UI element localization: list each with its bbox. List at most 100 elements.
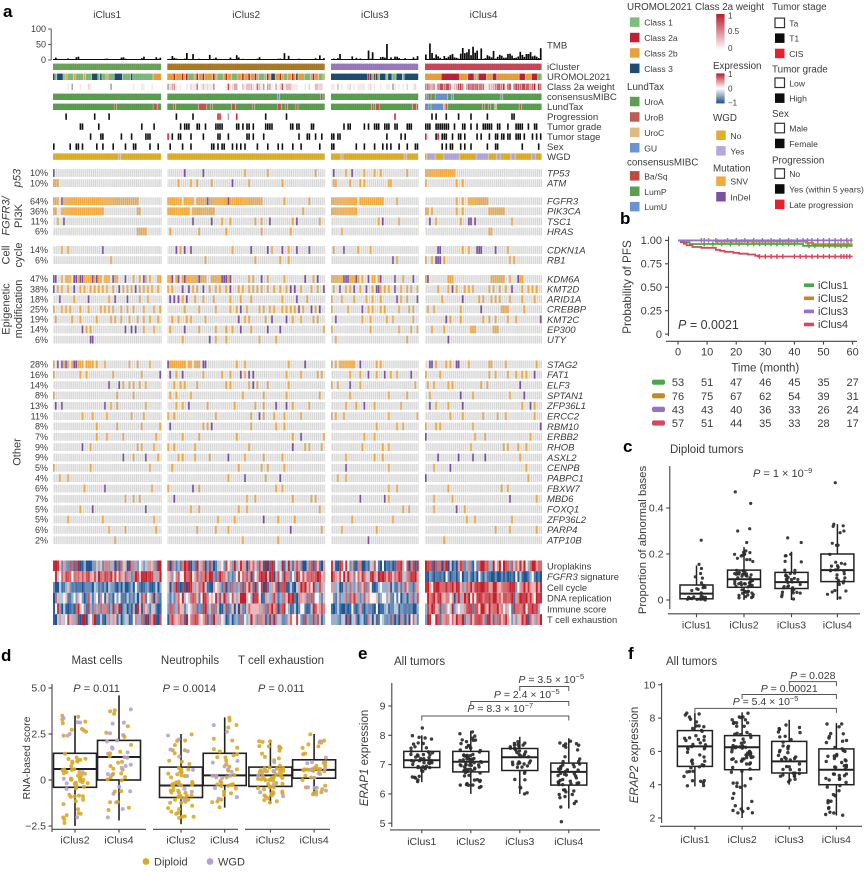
svg-text:ELF3: ELF3 xyxy=(547,381,570,392)
svg-text:PARP4: PARP4 xyxy=(547,525,577,536)
svg-text:44: 44 xyxy=(730,418,742,430)
svg-text:9: 9 xyxy=(380,701,386,713)
svg-text:−1: −1 xyxy=(728,99,738,108)
svg-text:5: 5 xyxy=(380,818,386,830)
svg-text:a: a xyxy=(3,2,13,21)
svg-text:SPTAN1: SPTAN1 xyxy=(547,391,583,402)
svg-text:Diploid tumors: Diploid tumors xyxy=(670,444,744,456)
svg-text:iClus3: iClus3 xyxy=(777,620,806,632)
svg-text:Cell: Cell xyxy=(1,246,13,265)
svg-text:45: 45 xyxy=(788,377,800,389)
svg-text:0: 0 xyxy=(656,329,662,341)
svg-text:LumP: LumP xyxy=(644,187,667,197)
svg-text:Sex: Sex xyxy=(547,142,564,153)
svg-text:P = 1 × 10−9: P = 1 × 10−9 xyxy=(753,466,812,480)
svg-text:57: 57 xyxy=(672,418,684,430)
svg-text:TMB: TMB xyxy=(547,41,567,52)
svg-text:iClus1: iClus1 xyxy=(818,280,848,292)
svg-text:Other: Other xyxy=(12,438,24,466)
svg-text:76: 76 xyxy=(672,391,684,403)
svg-text:All tumors: All tumors xyxy=(666,656,717,668)
svg-text:ASXL2: ASXL2 xyxy=(546,453,577,464)
svg-text:iClus3: iClus3 xyxy=(361,10,389,21)
svg-text:LundTax: LundTax xyxy=(627,82,664,93)
svg-text:6: 6 xyxy=(649,746,655,758)
svg-text:Progression: Progression xyxy=(772,156,824,167)
svg-text:51: 51 xyxy=(701,418,713,430)
svg-text:Class 2a weight: Class 2a weight xyxy=(695,2,764,13)
svg-text:iClus4: iClus4 xyxy=(822,834,851,846)
svg-text:iClus2: iClus2 xyxy=(60,835,89,847)
svg-text:35: 35 xyxy=(817,377,829,389)
svg-text:P = 5.4 × 10−5: P = 5.4 × 10−5 xyxy=(733,694,799,708)
svg-text:50: 50 xyxy=(817,347,829,359)
svg-text:Proportion of abnormal bases: Proportion of abnormal bases xyxy=(637,466,649,615)
svg-text:HRAS: HRAS xyxy=(547,227,574,238)
svg-text:ERBB2: ERBB2 xyxy=(547,432,579,443)
svg-text:17: 17 xyxy=(846,418,858,430)
svg-text:Yes: Yes xyxy=(730,146,744,156)
svg-text:1.00: 1.00 xyxy=(641,235,662,247)
svg-text:iClus1: iClus1 xyxy=(93,10,121,21)
svg-text:9%: 9% xyxy=(35,442,48,452)
svg-text:consensusMIBC: consensusMIBC xyxy=(627,158,698,169)
svg-text:Class 2b: Class 2b xyxy=(644,49,678,59)
svg-text:MBD6: MBD6 xyxy=(547,494,574,505)
svg-text:62: 62 xyxy=(759,391,771,403)
svg-text:P = 2.4 × 10−5: P = 2.4 × 10−5 xyxy=(494,687,560,701)
svg-text:ZFP36L1: ZFP36L1 xyxy=(546,401,586,412)
svg-text:f: f xyxy=(628,644,634,663)
svg-text:43: 43 xyxy=(672,404,684,416)
svg-text:iClus4: iClus4 xyxy=(300,835,329,847)
svg-text:UROMOL2021: UROMOL2021 xyxy=(627,2,692,13)
svg-text:0: 0 xyxy=(41,55,46,65)
svg-text:54: 54 xyxy=(788,391,800,403)
svg-text:iClus4: iClus4 xyxy=(104,835,133,847)
svg-text:6: 6 xyxy=(380,789,386,801)
svg-text:1: 1 xyxy=(728,70,733,79)
svg-text:Sex: Sex xyxy=(772,109,789,120)
svg-text:36%: 36% xyxy=(30,207,48,217)
svg-text:High: High xyxy=(789,94,807,104)
svg-text:Female: Female xyxy=(789,139,818,149)
svg-text:T cell exhaustion: T cell exhaustion xyxy=(547,614,617,625)
svg-text:0: 0 xyxy=(675,347,681,359)
svg-text:TP53: TP53 xyxy=(547,168,570,179)
svg-text:InDel: InDel xyxy=(730,192,750,202)
svg-text:31: 31 xyxy=(846,391,858,403)
svg-text:19%: 19% xyxy=(30,315,48,325)
svg-text:Class 2a weight: Class 2a weight xyxy=(547,82,615,93)
svg-text:0.2: 0.2 xyxy=(649,549,664,561)
svg-text:iClus4: iClus4 xyxy=(210,835,239,847)
svg-text:53: 53 xyxy=(672,377,684,389)
svg-text:47%: 47% xyxy=(30,274,48,284)
svg-text:CIS: CIS xyxy=(789,49,804,59)
svg-text:Mutation: Mutation xyxy=(713,164,751,175)
svg-text:33: 33 xyxy=(788,418,800,430)
svg-text:7: 7 xyxy=(380,759,386,771)
svg-text:4: 4 xyxy=(649,779,655,791)
svg-text:Ta: Ta xyxy=(789,18,798,28)
svg-text:FOXQ1: FOXQ1 xyxy=(547,505,579,516)
svg-text:iClus1: iClus1 xyxy=(682,620,711,632)
svg-text:ERCC2: ERCC2 xyxy=(547,412,580,423)
svg-text:9%: 9% xyxy=(35,453,48,463)
svg-text:KDM6A: KDM6A xyxy=(547,274,580,285)
svg-text:5.0: 5.0 xyxy=(31,683,46,695)
svg-text:Tumor grade: Tumor grade xyxy=(547,122,602,133)
svg-text:35: 35 xyxy=(759,418,771,430)
svg-text:iClus3: iClus3 xyxy=(505,836,534,848)
svg-text:10: 10 xyxy=(701,347,713,359)
svg-text:5%: 5% xyxy=(35,515,48,525)
svg-text:KMT2D: KMT2D xyxy=(547,285,579,296)
svg-text:7%: 7% xyxy=(35,494,48,504)
svg-text:iClus3: iClus3 xyxy=(818,306,848,318)
svg-text:iCluster: iCluster xyxy=(547,62,580,73)
svg-text:20: 20 xyxy=(730,347,742,359)
svg-text:Class 2a: Class 2a xyxy=(644,33,678,43)
svg-text:iClus4: iClus4 xyxy=(470,10,498,21)
svg-text:64%: 64% xyxy=(30,196,48,206)
svg-text:40: 40 xyxy=(730,404,742,416)
svg-text:SNV: SNV xyxy=(730,177,748,187)
svg-text:16%: 16% xyxy=(30,370,48,380)
